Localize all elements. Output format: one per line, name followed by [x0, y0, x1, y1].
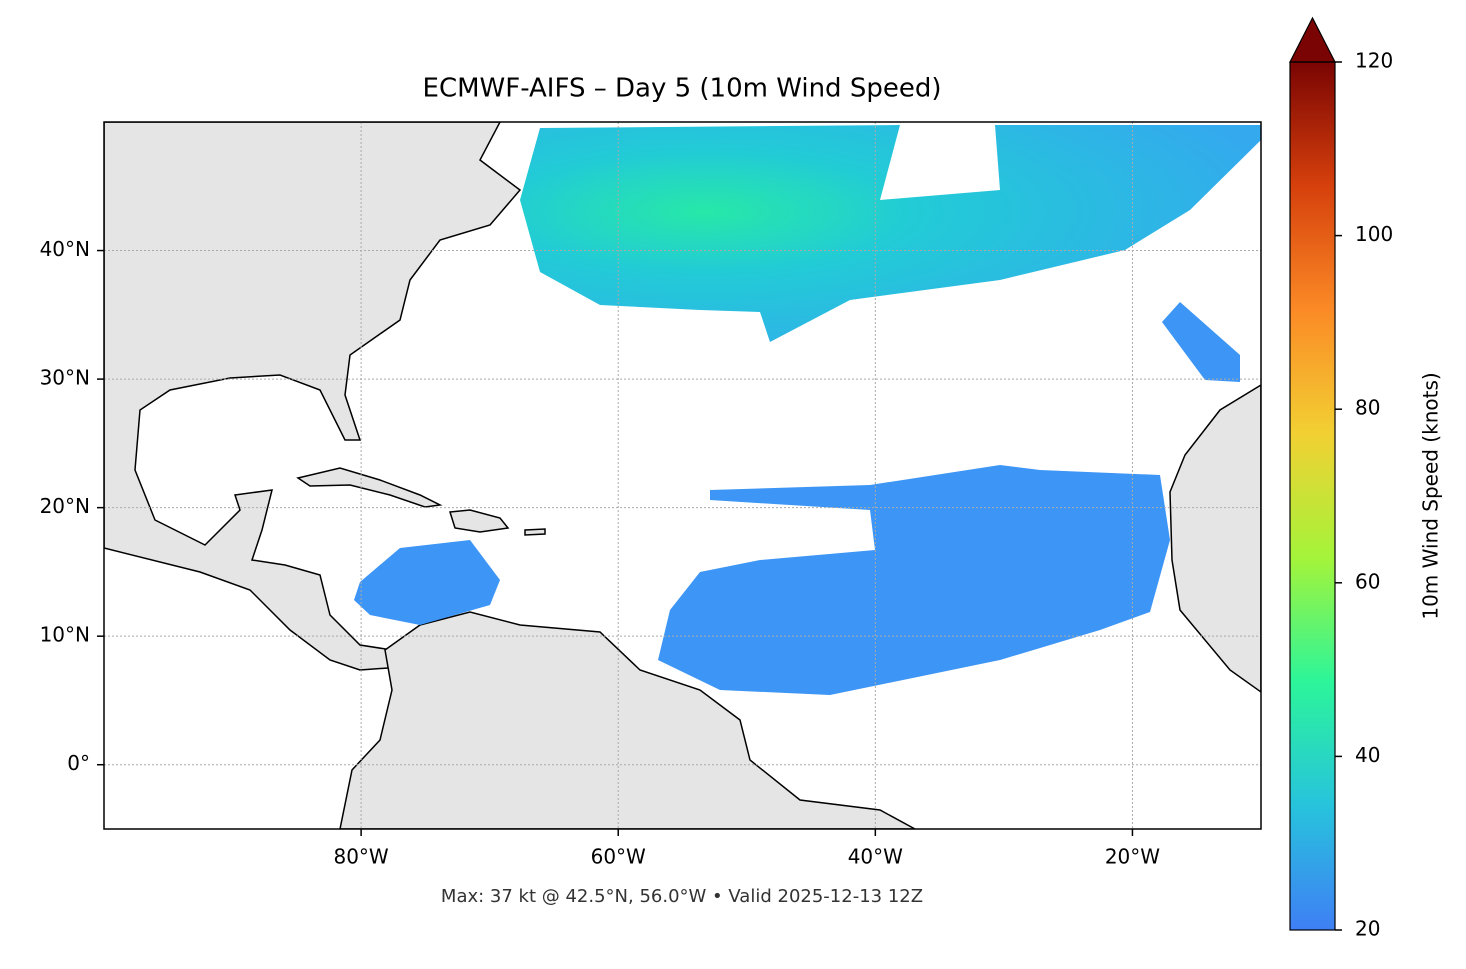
x-tick-label: 80°W — [333, 845, 388, 869]
colorbar-frame — [1289, 61, 1336, 931]
colorbar-extend — [1289, 16, 1336, 63]
y-tick-label: 20°N — [40, 494, 90, 518]
y-tick-label: 30°N — [40, 366, 90, 390]
cuba — [296, 467, 443, 508]
colorbar-tick-label: 120 — [1355, 49, 1393, 73]
grid — [104, 122, 1261, 829]
map — [104, 122, 1261, 829]
africa — [1169, 384, 1261, 693]
y-tick-label: 0° — [67, 751, 90, 775]
hispaniola — [449, 509, 510, 533]
colorbar — [1290, 62, 1335, 930]
axes-frame — [103, 121, 1262, 830]
x-tick-label: 20°W — [1105, 845, 1160, 869]
footer: Max: 37 kt @ 42.5°N, 56.0°W • Valid 2025… — [441, 886, 923, 907]
wind-field — [520, 125, 1261, 342]
y-tick-label: 40°N — [40, 237, 90, 261]
colorbar-tick-label: 60 — [1355, 569, 1380, 593]
colorbar-tick-label: 80 — [1355, 396, 1380, 420]
wind-field — [354, 540, 500, 625]
colorbar-tick-label: 20 — [1355, 917, 1380, 941]
x-tick-label: 40°W — [848, 845, 903, 869]
y-tick-label: 10°N — [40, 623, 90, 647]
wind-field — [1162, 302, 1240, 382]
north-america — [104, 122, 522, 671]
colorbar-label: 10m Wind Speed (knots) — [1419, 372, 1443, 619]
colorbar-tick-label: 100 — [1355, 222, 1393, 246]
colorbar-tick-label: 40 — [1355, 743, 1380, 767]
title: ECMWF-AIFS – Day 5 (10m Wind Speed) — [423, 74, 942, 104]
wind-field — [658, 465, 1170, 695]
puerto-rico — [524, 528, 546, 536]
x-tick-label: 60°W — [591, 845, 646, 869]
